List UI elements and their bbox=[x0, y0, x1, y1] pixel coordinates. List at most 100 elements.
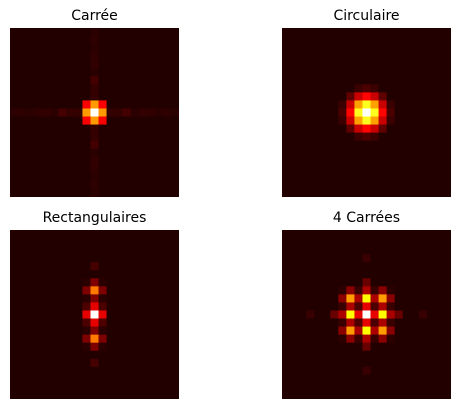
heatmap-cell bbox=[322, 310, 331, 319]
heatmap-cell bbox=[306, 148, 315, 158]
heatmap-cell bbox=[26, 148, 35, 158]
heatmap-cell bbox=[434, 390, 444, 399]
heatmap-cell bbox=[298, 92, 307, 101]
heatmap-cell bbox=[394, 60, 404, 69]
heatmap-cell bbox=[90, 116, 99, 125]
heatmap-cell bbox=[42, 286, 51, 295]
heatmap-cell bbox=[386, 124, 395, 133]
heatmap-cell bbox=[426, 164, 436, 174]
heatmap-cell bbox=[314, 164, 323, 174]
heatmap-cell bbox=[42, 230, 51, 239]
heatmap-cell bbox=[170, 310, 179, 319]
heatmap-cell bbox=[314, 180, 323, 190]
heatmap-cell bbox=[106, 358, 115, 368]
heatmap-cell bbox=[418, 60, 428, 69]
heatmap-cell bbox=[434, 68, 444, 77]
heatmap-cell bbox=[18, 366, 27, 376]
heatmap-cell bbox=[34, 68, 43, 77]
heatmap-cell bbox=[434, 164, 444, 174]
heatmap-cell bbox=[298, 358, 307, 368]
heatmap-cell bbox=[410, 76, 420, 85]
heatmap-cell bbox=[170, 156, 179, 166]
heatmap-cell bbox=[74, 230, 83, 239]
heatmap-cell bbox=[18, 270, 27, 279]
heatmap-cell bbox=[122, 92, 132, 101]
heatmap-cell bbox=[290, 28, 299, 37]
heatmap-cell bbox=[426, 358, 436, 368]
heatmap-cell bbox=[354, 140, 363, 150]
heatmap-cell bbox=[34, 358, 43, 368]
heatmap-cell bbox=[298, 270, 307, 279]
heatmap-cell bbox=[154, 246, 164, 255]
heatmap-cell bbox=[354, 108, 363, 117]
heatmap-cell bbox=[18, 44, 27, 53]
heatmap-cell bbox=[130, 52, 140, 61]
heatmap-cell bbox=[370, 164, 379, 174]
heatmap-cell bbox=[74, 100, 83, 109]
heatmap-cell bbox=[130, 270, 140, 279]
heatmap-cell bbox=[114, 84, 123, 93]
heatmap-cell bbox=[386, 302, 395, 311]
heatmap-cell bbox=[346, 148, 355, 158]
heatmap-cell bbox=[162, 180, 172, 190]
heatmap-cell bbox=[114, 390, 123, 399]
heatmap-cell bbox=[354, 294, 363, 303]
heatmap-cell bbox=[370, 140, 379, 150]
heatmap-cell bbox=[354, 238, 363, 247]
heatmap-cell bbox=[346, 100, 355, 109]
heatmap-cell bbox=[130, 108, 140, 117]
heatmap-cell bbox=[290, 278, 299, 287]
heatmap-cell bbox=[82, 44, 91, 53]
heatmap-cell bbox=[442, 36, 451, 45]
heatmap-cell bbox=[34, 310, 43, 319]
heatmap-cell bbox=[282, 172, 291, 182]
heatmap-cell bbox=[122, 358, 132, 368]
heatmap-cell bbox=[322, 318, 331, 327]
heatmap-cell bbox=[386, 278, 395, 287]
heatmap-cell bbox=[418, 28, 428, 37]
heatmap-cell bbox=[66, 254, 75, 263]
heatmap-cell bbox=[290, 326, 299, 335]
heatmap-cell bbox=[418, 68, 428, 77]
heatmap-cell bbox=[170, 116, 179, 125]
heatmap-cell bbox=[362, 52, 371, 61]
heatmap-cell bbox=[306, 124, 315, 133]
heatmap-cell bbox=[138, 294, 148, 303]
heatmap-cell bbox=[154, 116, 164, 125]
heatmap-cell bbox=[82, 270, 91, 279]
heatmap-cell bbox=[282, 28, 291, 37]
heatmap-cell bbox=[426, 326, 436, 335]
heatmap-cell bbox=[434, 230, 444, 239]
heatmap-cell bbox=[426, 156, 436, 166]
heatmap-cell bbox=[90, 310, 99, 319]
heatmap-cell bbox=[34, 164, 43, 174]
heatmap-cell bbox=[82, 92, 91, 101]
heatmap-cell bbox=[18, 76, 27, 85]
chart-title: 4 Carrées bbox=[332, 210, 401, 226]
heatmap-cell bbox=[410, 246, 420, 255]
heatmap-cell bbox=[434, 148, 444, 158]
heatmap-cell bbox=[410, 302, 420, 311]
heatmap-cell bbox=[410, 60, 420, 69]
heatmap-cell bbox=[378, 374, 387, 384]
heatmap-cell bbox=[354, 262, 363, 271]
heatmap-cell bbox=[298, 68, 307, 77]
heatmap-cell bbox=[306, 238, 315, 247]
heatmap-cell bbox=[378, 60, 387, 69]
heatmap-cell bbox=[402, 358, 412, 368]
heatmap-cell bbox=[370, 374, 379, 384]
heatmap-cell bbox=[122, 310, 132, 319]
heatmap-cell bbox=[42, 382, 51, 392]
heatmap-cell bbox=[66, 124, 75, 133]
heatmap-cell bbox=[354, 374, 363, 384]
heatmap-cell bbox=[282, 36, 291, 45]
heatmap-cell bbox=[34, 230, 43, 239]
heatmap-cell bbox=[410, 286, 420, 295]
heatmap-cell bbox=[162, 278, 172, 287]
heatmap-cell bbox=[314, 68, 323, 77]
heatmap-cell bbox=[146, 342, 156, 352]
heatmap-cell bbox=[82, 164, 91, 174]
heatmap-cell bbox=[346, 92, 355, 101]
heatmap-cell bbox=[394, 180, 404, 190]
heatmap-cell bbox=[362, 188, 371, 197]
